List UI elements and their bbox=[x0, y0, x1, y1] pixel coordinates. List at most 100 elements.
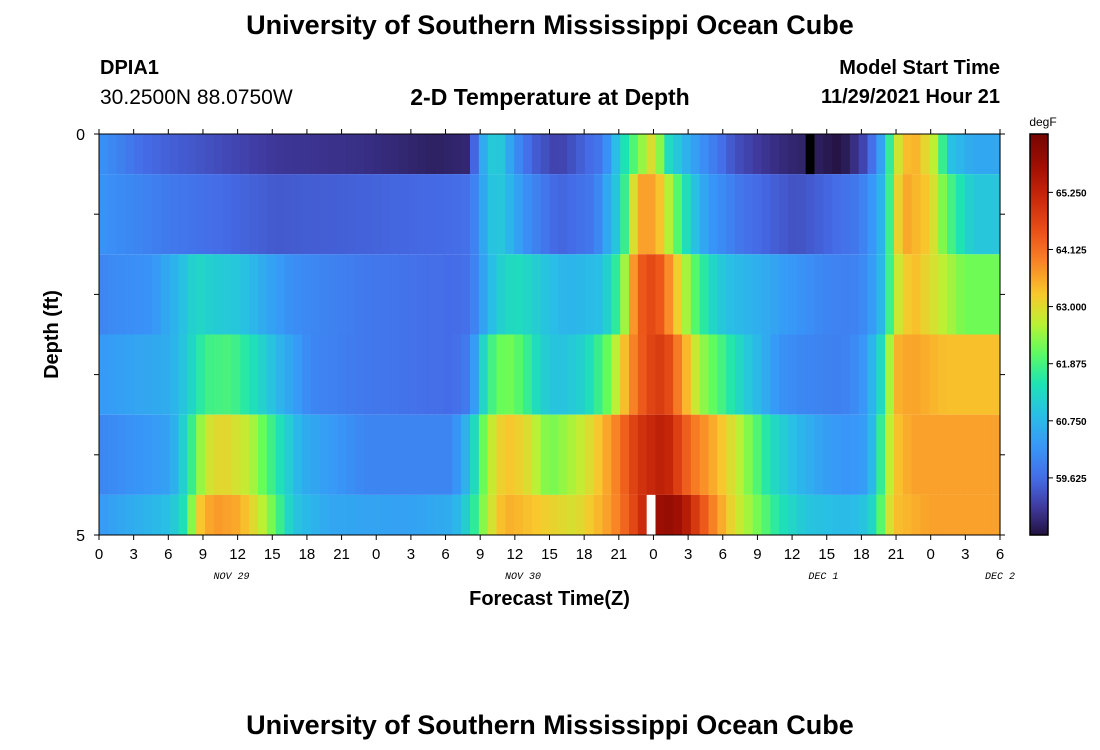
heatmap-cell bbox=[470, 254, 480, 335]
heatmap-cell bbox=[849, 134, 860, 175]
heatmap-cell bbox=[417, 334, 427, 415]
heatmap-cell bbox=[355, 494, 365, 535]
heatmap-cell bbox=[708, 174, 718, 255]
heatmap-cell bbox=[328, 494, 339, 535]
missing-data-cell bbox=[805, 134, 815, 175]
heatmap-cell bbox=[222, 494, 233, 535]
heatmap-cell bbox=[867, 334, 877, 415]
heatmap-cell bbox=[381, 334, 392, 415]
heatmap-cell bbox=[911, 174, 922, 255]
heatmap-cell bbox=[841, 134, 851, 175]
heatmap-cell bbox=[991, 134, 1001, 175]
heatmap-cell bbox=[487, 254, 498, 335]
heatmap-cell bbox=[523, 334, 533, 415]
heatmap-cell bbox=[576, 334, 586, 415]
heatmap-cell bbox=[788, 174, 798, 255]
heatmap-cell bbox=[761, 174, 771, 255]
heatmap-cell bbox=[682, 134, 692, 175]
heatmap-cell bbox=[841, 334, 851, 415]
heatmap-cell bbox=[699, 414, 710, 495]
heatmap-cell bbox=[523, 134, 533, 175]
heatmap-cell bbox=[682, 254, 692, 335]
heatmap-cell bbox=[655, 134, 665, 175]
heatmap-cell bbox=[99, 134, 109, 175]
heatmap-cell bbox=[408, 174, 418, 255]
heatmap-cell bbox=[576, 134, 586, 175]
heatmap-cell bbox=[699, 334, 710, 415]
heatmap-cell bbox=[125, 134, 135, 175]
heatmap-cell bbox=[602, 494, 612, 535]
heatmap-cell bbox=[434, 494, 445, 535]
heatmap-cell bbox=[505, 254, 515, 335]
heatmap-cell bbox=[443, 134, 453, 175]
heatmap-cell bbox=[143, 494, 153, 535]
heatmap-cell bbox=[302, 414, 312, 495]
heatmap-cell bbox=[196, 254, 206, 335]
heatmap-cell bbox=[938, 494, 948, 535]
heatmap-cell bbox=[814, 134, 824, 175]
heatmap-cell bbox=[726, 334, 736, 415]
heatmap-cells bbox=[99, 134, 1001, 535]
heatmap-cell bbox=[240, 414, 250, 495]
heatmap-cell bbox=[620, 414, 630, 495]
heatmap-cell bbox=[655, 254, 665, 335]
heatmap-cell bbox=[187, 494, 197, 535]
heatmap-cell bbox=[143, 174, 153, 255]
heatmap-cell bbox=[699, 494, 710, 535]
heatmap-cell bbox=[169, 254, 180, 335]
y-tick-label: 0 bbox=[76, 127, 85, 144]
heatmap-cell bbox=[381, 174, 392, 255]
heatmap-cell bbox=[735, 494, 745, 535]
heatmap-cell bbox=[461, 334, 471, 415]
heatmap-cell bbox=[125, 494, 135, 535]
heatmap-cell bbox=[152, 494, 162, 535]
heatmap-cell bbox=[293, 494, 303, 535]
heatmap-cell bbox=[125, 174, 135, 255]
heatmap-cell bbox=[770, 134, 780, 175]
heatmap-cell bbox=[514, 254, 524, 335]
heatmap-cell bbox=[381, 254, 392, 335]
heatmap-cell bbox=[222, 134, 233, 175]
heatmap-cell bbox=[964, 414, 975, 495]
x-tick-label: 6 bbox=[996, 546, 1004, 563]
heatmap-cell bbox=[452, 494, 462, 535]
heatmap-cell bbox=[99, 414, 109, 495]
heatmap-cell bbox=[178, 494, 188, 535]
heatmap-cell bbox=[107, 134, 118, 175]
heatmap-cell bbox=[399, 414, 409, 495]
heatmap-cell bbox=[408, 494, 418, 535]
x-tick-label: 3 bbox=[684, 546, 692, 563]
heatmap-cell bbox=[655, 494, 665, 535]
heatmap-cell bbox=[814, 174, 824, 255]
colorbar-tick-label: 64.125 bbox=[1056, 245, 1087, 256]
heatmap-cell bbox=[929, 254, 939, 335]
heatmap-cell bbox=[346, 254, 356, 335]
heatmap-cell bbox=[505, 494, 515, 535]
heatmap-cell bbox=[417, 254, 427, 335]
heatmap-cell bbox=[355, 134, 365, 175]
heatmap-cell bbox=[788, 254, 798, 335]
heatmap-cell bbox=[284, 254, 294, 335]
heatmap-cell bbox=[549, 414, 559, 495]
heatmap-cell bbox=[178, 414, 188, 495]
heatmap-cell bbox=[540, 134, 551, 175]
heatmap-cell bbox=[690, 494, 701, 535]
heatmap-cell bbox=[602, 254, 612, 335]
heatmap-cell bbox=[293, 174, 303, 255]
heatmap-cell bbox=[805, 414, 816, 495]
heatmap-cell bbox=[319, 254, 330, 335]
heatmap-cell bbox=[337, 494, 347, 535]
heatmap-cell bbox=[364, 494, 374, 535]
x-tick-label: 21 bbox=[888, 546, 905, 563]
heatmap-cell bbox=[947, 174, 957, 255]
heatmap-cell bbox=[275, 174, 286, 255]
heatmap-cell bbox=[514, 414, 524, 495]
heatmap-cell bbox=[434, 334, 445, 415]
heatmap-cell bbox=[876, 254, 886, 335]
heatmap-cell bbox=[637, 254, 648, 335]
heatmap-cell bbox=[231, 134, 241, 175]
heatmap-cell bbox=[390, 254, 400, 335]
heatmap-cell bbox=[637, 174, 648, 255]
heatmap-cell bbox=[258, 414, 268, 495]
heatmap-cell bbox=[699, 134, 710, 175]
